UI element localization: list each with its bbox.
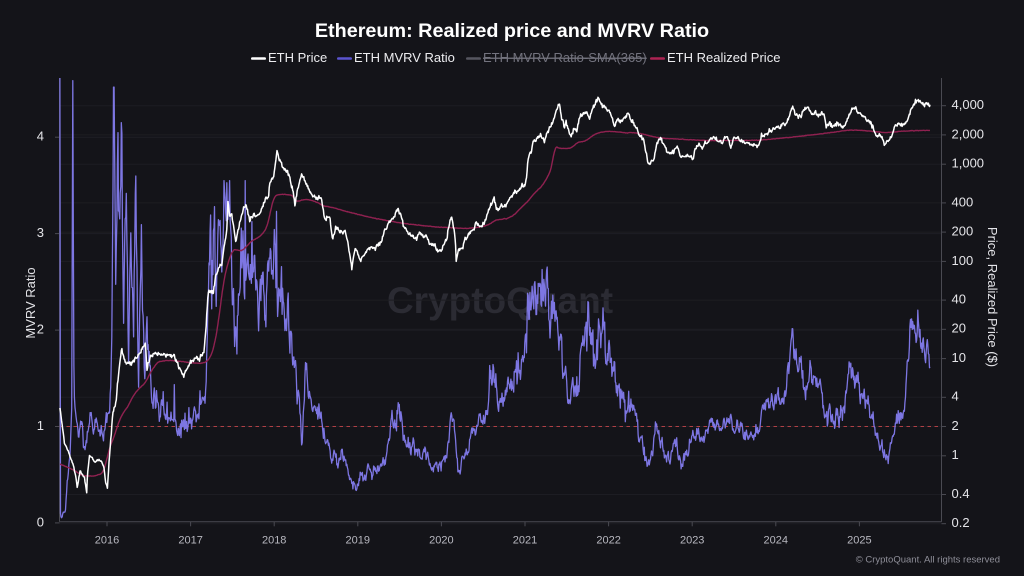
svg-text:2019: 2019: [346, 534, 370, 546]
svg-text:2017: 2017: [178, 534, 202, 546]
svg-text:2016: 2016: [95, 534, 119, 546]
svg-text:ETH MVRV Ratio: ETH MVRV Ratio: [354, 50, 455, 65]
svg-text:4: 4: [37, 129, 44, 144]
svg-text:2018: 2018: [262, 534, 286, 546]
svg-text:ETH Realized Price: ETH Realized Price: [667, 50, 780, 65]
svg-text:MVRV Ratio: MVRV Ratio: [23, 267, 38, 338]
svg-text:ETH MVRV Ratio-SMA(365): ETH MVRV Ratio-SMA(365): [483, 50, 647, 65]
svg-text:2,000: 2,000: [952, 126, 985, 141]
svg-text:400: 400: [952, 194, 974, 209]
svg-text:0: 0: [37, 514, 44, 529]
svg-text:20: 20: [952, 321, 966, 336]
svg-text:3: 3: [37, 225, 44, 240]
svg-text:100: 100: [952, 253, 974, 268]
svg-text:Ethereum: Realized price and M: Ethereum: Realized price and MVRV Ratio: [315, 20, 709, 42]
svg-text:10: 10: [952, 350, 966, 365]
svg-text:1: 1: [952, 447, 959, 462]
svg-text:0.4: 0.4: [952, 486, 970, 501]
svg-text:ETH Price: ETH Price: [268, 50, 327, 65]
svg-text:2021: 2021: [513, 534, 537, 546]
svg-text:2: 2: [37, 322, 44, 337]
svg-text:© CryptoQuant. All rights rese: © CryptoQuant. All rights reserved: [856, 555, 1000, 566]
svg-text:1: 1: [37, 418, 44, 433]
svg-text:1,000: 1,000: [952, 156, 985, 171]
svg-text:2024: 2024: [764, 534, 788, 546]
svg-text:4,000: 4,000: [952, 97, 985, 112]
svg-text:2025: 2025: [847, 534, 871, 546]
svg-text:40: 40: [952, 292, 966, 307]
svg-text:0.2: 0.2: [952, 515, 970, 530]
svg-text:200: 200: [952, 224, 974, 239]
svg-text:2020: 2020: [429, 534, 453, 546]
svg-text:4: 4: [952, 389, 959, 404]
svg-text:2: 2: [952, 418, 959, 433]
svg-text:2023: 2023: [680, 534, 704, 546]
svg-text:Price, Realized Price ($): Price, Realized Price ($): [985, 227, 1000, 367]
svg-text:2022: 2022: [596, 534, 620, 546]
